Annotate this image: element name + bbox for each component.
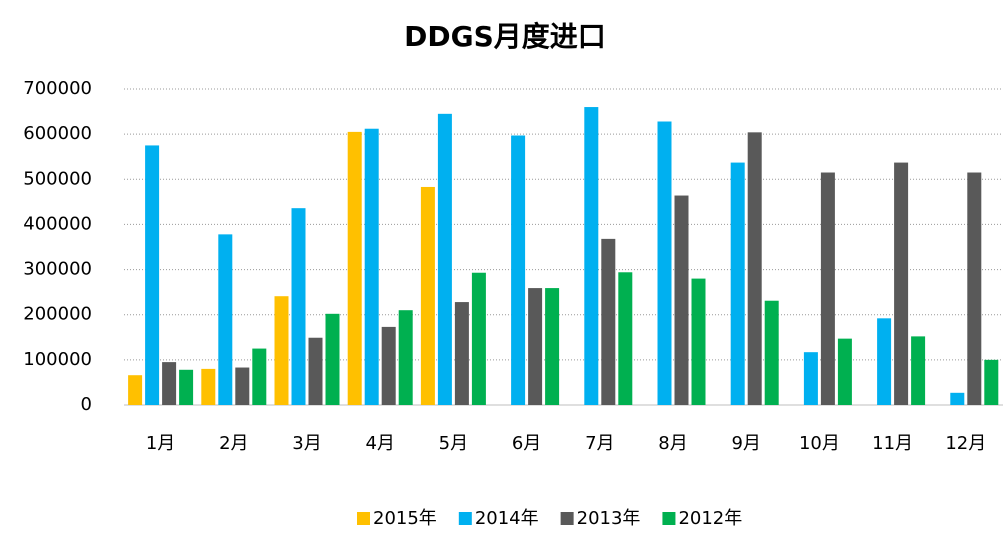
bar: [145, 145, 160, 405]
bar: [325, 313, 340, 405]
bar: [877, 318, 892, 405]
bar: [162, 362, 177, 405]
bar: [252, 348, 267, 405]
bar: [291, 208, 306, 405]
x-tick-label: 8月: [658, 433, 687, 454]
y-tick-label: 500000: [23, 168, 92, 189]
legend-swatch: [560, 512, 574, 525]
bar: [950, 392, 965, 405]
y-tick-label: 100000: [23, 349, 92, 370]
x-tick-label: 7月: [585, 433, 614, 454]
bar: [967, 172, 982, 405]
bar: [528, 288, 543, 405]
y-tick-label: 0: [81, 394, 92, 415]
bar: [820, 172, 835, 405]
bar: [730, 162, 745, 405]
bar: [398, 310, 413, 405]
bar: [545, 288, 560, 405]
x-tick-label: 10月: [799, 433, 840, 454]
bar: [601, 238, 616, 405]
legend-label: 2015年: [373, 508, 437, 529]
x-tick-label: 11月: [872, 433, 913, 454]
bar: [803, 352, 818, 405]
bar: [308, 337, 323, 405]
x-tick-label: 12月: [945, 433, 986, 454]
bar: [201, 368, 216, 405]
bar: [894, 162, 909, 405]
bar: [764, 300, 779, 405]
legend-swatch: [458, 512, 472, 525]
bar: [381, 326, 396, 405]
bar: [837, 338, 852, 405]
y-tick-label: 700000: [23, 78, 92, 99]
bar: [420, 186, 435, 405]
bar: [364, 128, 379, 405]
bar: [657, 121, 672, 405]
bar: [984, 359, 999, 405]
x-tick-label: 5月: [439, 433, 468, 454]
legend-label: 2014年: [475, 508, 539, 529]
y-tick-label: 600000: [23, 123, 92, 144]
y-tick-label: 300000: [23, 259, 92, 280]
y-tick-label: 200000: [23, 304, 92, 325]
bar: [584, 107, 599, 406]
bar: [454, 302, 469, 405]
bar: [437, 113, 452, 405]
x-tick-label: 6月: [512, 433, 541, 454]
bar: [911, 336, 926, 405]
bar: [179, 369, 194, 405]
x-tick-label: 9月: [731, 433, 760, 454]
x-tick-label: 1月: [146, 433, 175, 454]
bar: [274, 296, 289, 405]
chart-title: DDGS月度进口: [404, 20, 606, 53]
x-tick-label: 3月: [292, 433, 321, 454]
bar: [511, 135, 526, 406]
bar: [218, 234, 233, 405]
legend-label: 2012年: [678, 508, 742, 529]
bar: [747, 132, 762, 405]
legend-label: 2013年: [577, 508, 641, 529]
y-tick-label: 400000: [23, 213, 92, 234]
legend-swatch: [662, 512, 676, 525]
legend-swatch: [357, 512, 370, 525]
bar: [674, 195, 689, 405]
bar: [235, 367, 250, 405]
bar: [618, 272, 633, 405]
x-tick-label: 4月: [365, 433, 394, 454]
bar: [471, 272, 486, 405]
bar: [347, 131, 362, 405]
bar: [128, 375, 143, 405]
bar: [691, 278, 706, 405]
x-tick-label: 2月: [219, 433, 248, 454]
